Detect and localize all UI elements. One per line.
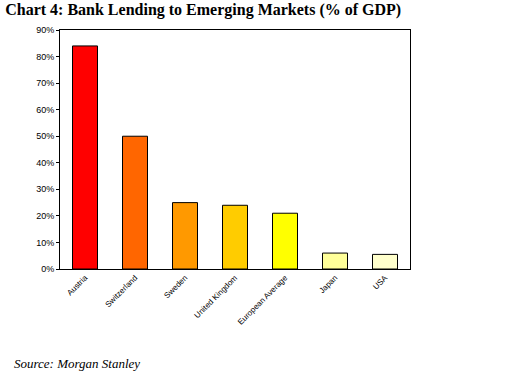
svg-text:0%: 0% — [41, 264, 54, 274]
svg-text:50%: 50% — [36, 131, 54, 141]
svg-text:30%: 30% — [36, 184, 54, 194]
svg-text:Chart 4: Bank Lending to Emerg: Chart 4: Bank Lending to Emerging Market… — [5, 1, 401, 19]
svg-text:Switzerland: Switzerland — [104, 273, 140, 309]
svg-text:70%: 70% — [36, 78, 54, 88]
svg-text:20%: 20% — [36, 211, 54, 221]
svg-text:10%: 10% — [36, 238, 54, 248]
svg-text:Sweden: Sweden — [162, 273, 189, 300]
svg-text:90%: 90% — [36, 25, 54, 35]
svg-text:Austria: Austria — [65, 273, 89, 297]
svg-text:Source: Morgan Stanley: Source: Morgan Stanley — [14, 356, 140, 371]
svg-text:United Kingdom: United Kingdom — [193, 273, 240, 320]
svg-text:40%: 40% — [36, 158, 54, 168]
svg-text:USA: USA — [371, 273, 389, 291]
svg-text:80%: 80% — [36, 52, 54, 62]
svg-text:Japan: Japan — [317, 273, 339, 295]
svg-text:60%: 60% — [36, 105, 54, 115]
svg-text:European Average: European Average — [236, 273, 290, 327]
